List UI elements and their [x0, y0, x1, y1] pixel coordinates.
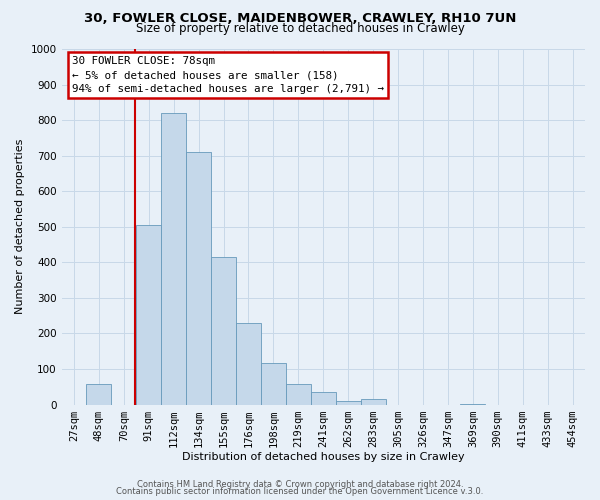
Bar [286, 384, 311, 404]
Bar [211, 257, 236, 404]
Bar [86, 384, 112, 404]
Bar [161, 113, 186, 405]
X-axis label: Distribution of detached houses by size in Crawley: Distribution of detached houses by size … [182, 452, 464, 462]
Bar [261, 362, 286, 405]
Text: 30, FOWLER CLOSE, MAIDENBOWER, CRAWLEY, RH10 7UN: 30, FOWLER CLOSE, MAIDENBOWER, CRAWLEY, … [84, 12, 516, 24]
Bar [136, 225, 161, 404]
Text: Contains public sector information licensed under the Open Government Licence v.: Contains public sector information licen… [116, 488, 484, 496]
Bar [336, 401, 361, 404]
Bar [311, 392, 336, 404]
Text: Contains HM Land Registry data © Crown copyright and database right 2024.: Contains HM Land Registry data © Crown c… [137, 480, 463, 489]
Text: 30 FOWLER CLOSE: 78sqm
← 5% of detached houses are smaller (158)
94% of semi-det: 30 FOWLER CLOSE: 78sqm ← 5% of detached … [72, 56, 384, 94]
Bar [361, 399, 386, 404]
Y-axis label: Number of detached properties: Number of detached properties [15, 139, 25, 314]
Text: Size of property relative to detached houses in Crawley: Size of property relative to detached ho… [136, 22, 464, 35]
Bar [236, 323, 261, 404]
Bar [186, 152, 211, 405]
